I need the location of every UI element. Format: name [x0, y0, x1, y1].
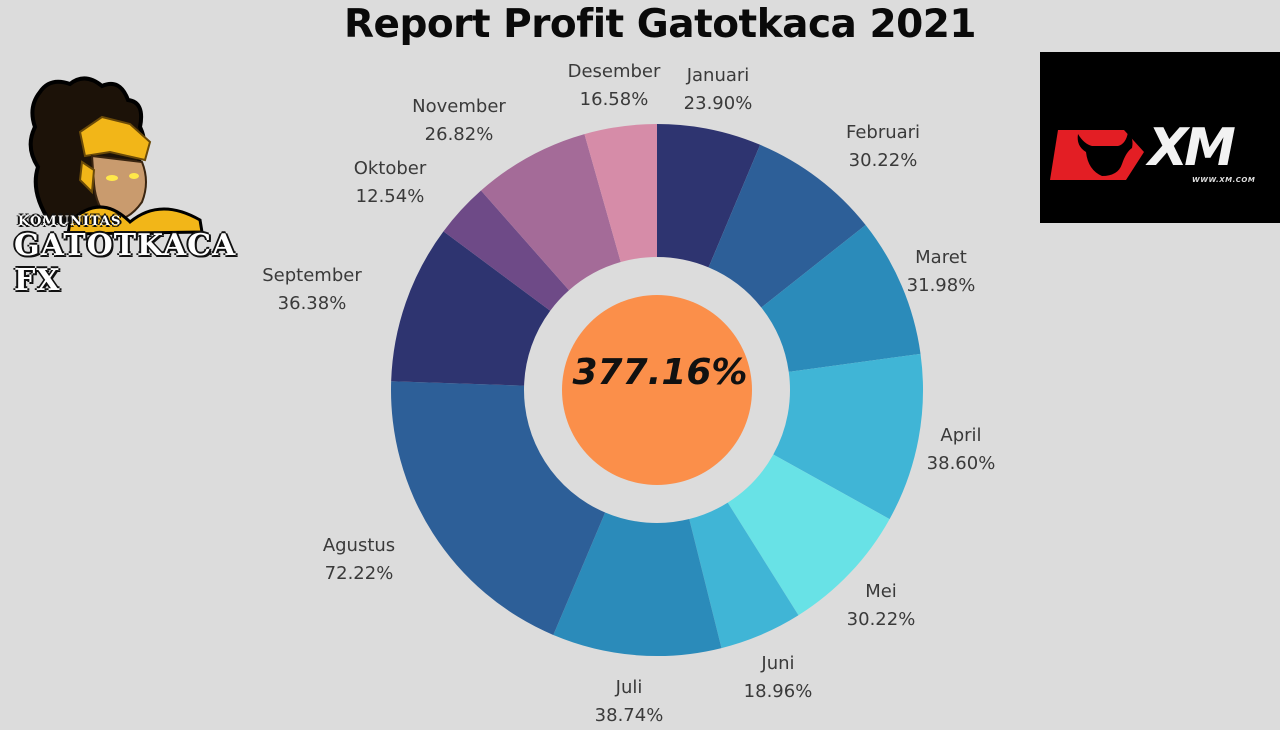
label-value: 30.22%	[846, 609, 916, 630]
slice-november	[481, 134, 621, 291]
label-value: 36.38%	[277, 293, 347, 314]
label-month: Mei	[865, 581, 897, 602]
slice-januari	[657, 124, 761, 268]
slice-oktober	[443, 190, 570, 311]
label-november: November 26.82%	[412, 93, 506, 149]
label-month: November	[412, 96, 506, 117]
label-value: 18.96%	[743, 681, 813, 702]
xm-url-text: WWW.XM.COM	[1192, 176, 1256, 184]
slice-september	[391, 231, 551, 386]
label-month: Maret	[915, 247, 967, 268]
gatotkaca-fx-logo: KOMUNITAS GATOTKACA FX	[10, 72, 235, 298]
label-value: 26.82%	[424, 124, 494, 145]
label-value: 30.22%	[848, 150, 918, 171]
label-value: 23.90%	[683, 93, 753, 114]
xm-logo: XM WWW.XM.COM	[1040, 52, 1280, 223]
label-value: 16.58%	[579, 89, 649, 110]
label-agustus: Agustus 72.22%	[323, 532, 395, 588]
label-month: Desember	[567, 61, 661, 82]
label-month: Februari	[845, 122, 921, 143]
label-april: April 38.60%	[927, 422, 996, 478]
label-value: 38.74%	[594, 705, 664, 726]
label-month: Juni	[761, 653, 795, 674]
gatotkaca-mascot-icon	[28, 76, 204, 236]
label-juli: Juli 38.74%	[595, 674, 664, 730]
label-month: Juli	[615, 677, 643, 698]
slice-juni	[689, 502, 799, 649]
label-value: 12.54%	[355, 186, 425, 207]
label-desember: Desember 16.58%	[568, 58, 661, 114]
label-month: Oktober	[353, 158, 427, 179]
bull-icon	[1050, 130, 1144, 180]
label-juni: Juni 18.96%	[744, 650, 813, 706]
label-oktober: Oktober 12.54%	[354, 155, 427, 211]
gatotkaca-fx-text: GATOTKACA FX	[14, 228, 237, 298]
label-month: September	[262, 265, 362, 286]
label-value: 38.60%	[926, 453, 996, 474]
label-maret: Maret 31.98%	[907, 244, 976, 300]
label-month: Januari	[686, 65, 750, 86]
slice-mei	[727, 454, 890, 616]
slice-juli	[553, 512, 722, 657]
label-januari: Januari 23.90%	[684, 62, 753, 118]
chart-title: Report Profit Gatotkaca 2021	[343, 2, 977, 47]
donut-slices	[391, 124, 923, 657]
center-total-circle	[562, 295, 752, 485]
xm-brand-text: XM	[1148, 118, 1236, 178]
slice-februari	[708, 144, 866, 308]
slice-maret	[761, 224, 921, 372]
slice-agustus	[391, 381, 606, 635]
label-value: 72.22%	[324, 563, 394, 584]
label-september: September 36.38%	[262, 262, 362, 318]
label-mei: Mei 30.22%	[847, 578, 916, 634]
komunitas-text: KOMUNITAS	[18, 214, 122, 229]
label-month: April	[940, 425, 982, 446]
label-value: 31.98%	[906, 275, 976, 296]
label-month: Agustus	[322, 535, 396, 556]
slice-april	[773, 353, 923, 520]
center-total-value: 377.16%	[572, 352, 748, 393]
label-februari: Februari 30.22%	[846, 119, 920, 175]
slice-desember	[584, 124, 657, 263]
